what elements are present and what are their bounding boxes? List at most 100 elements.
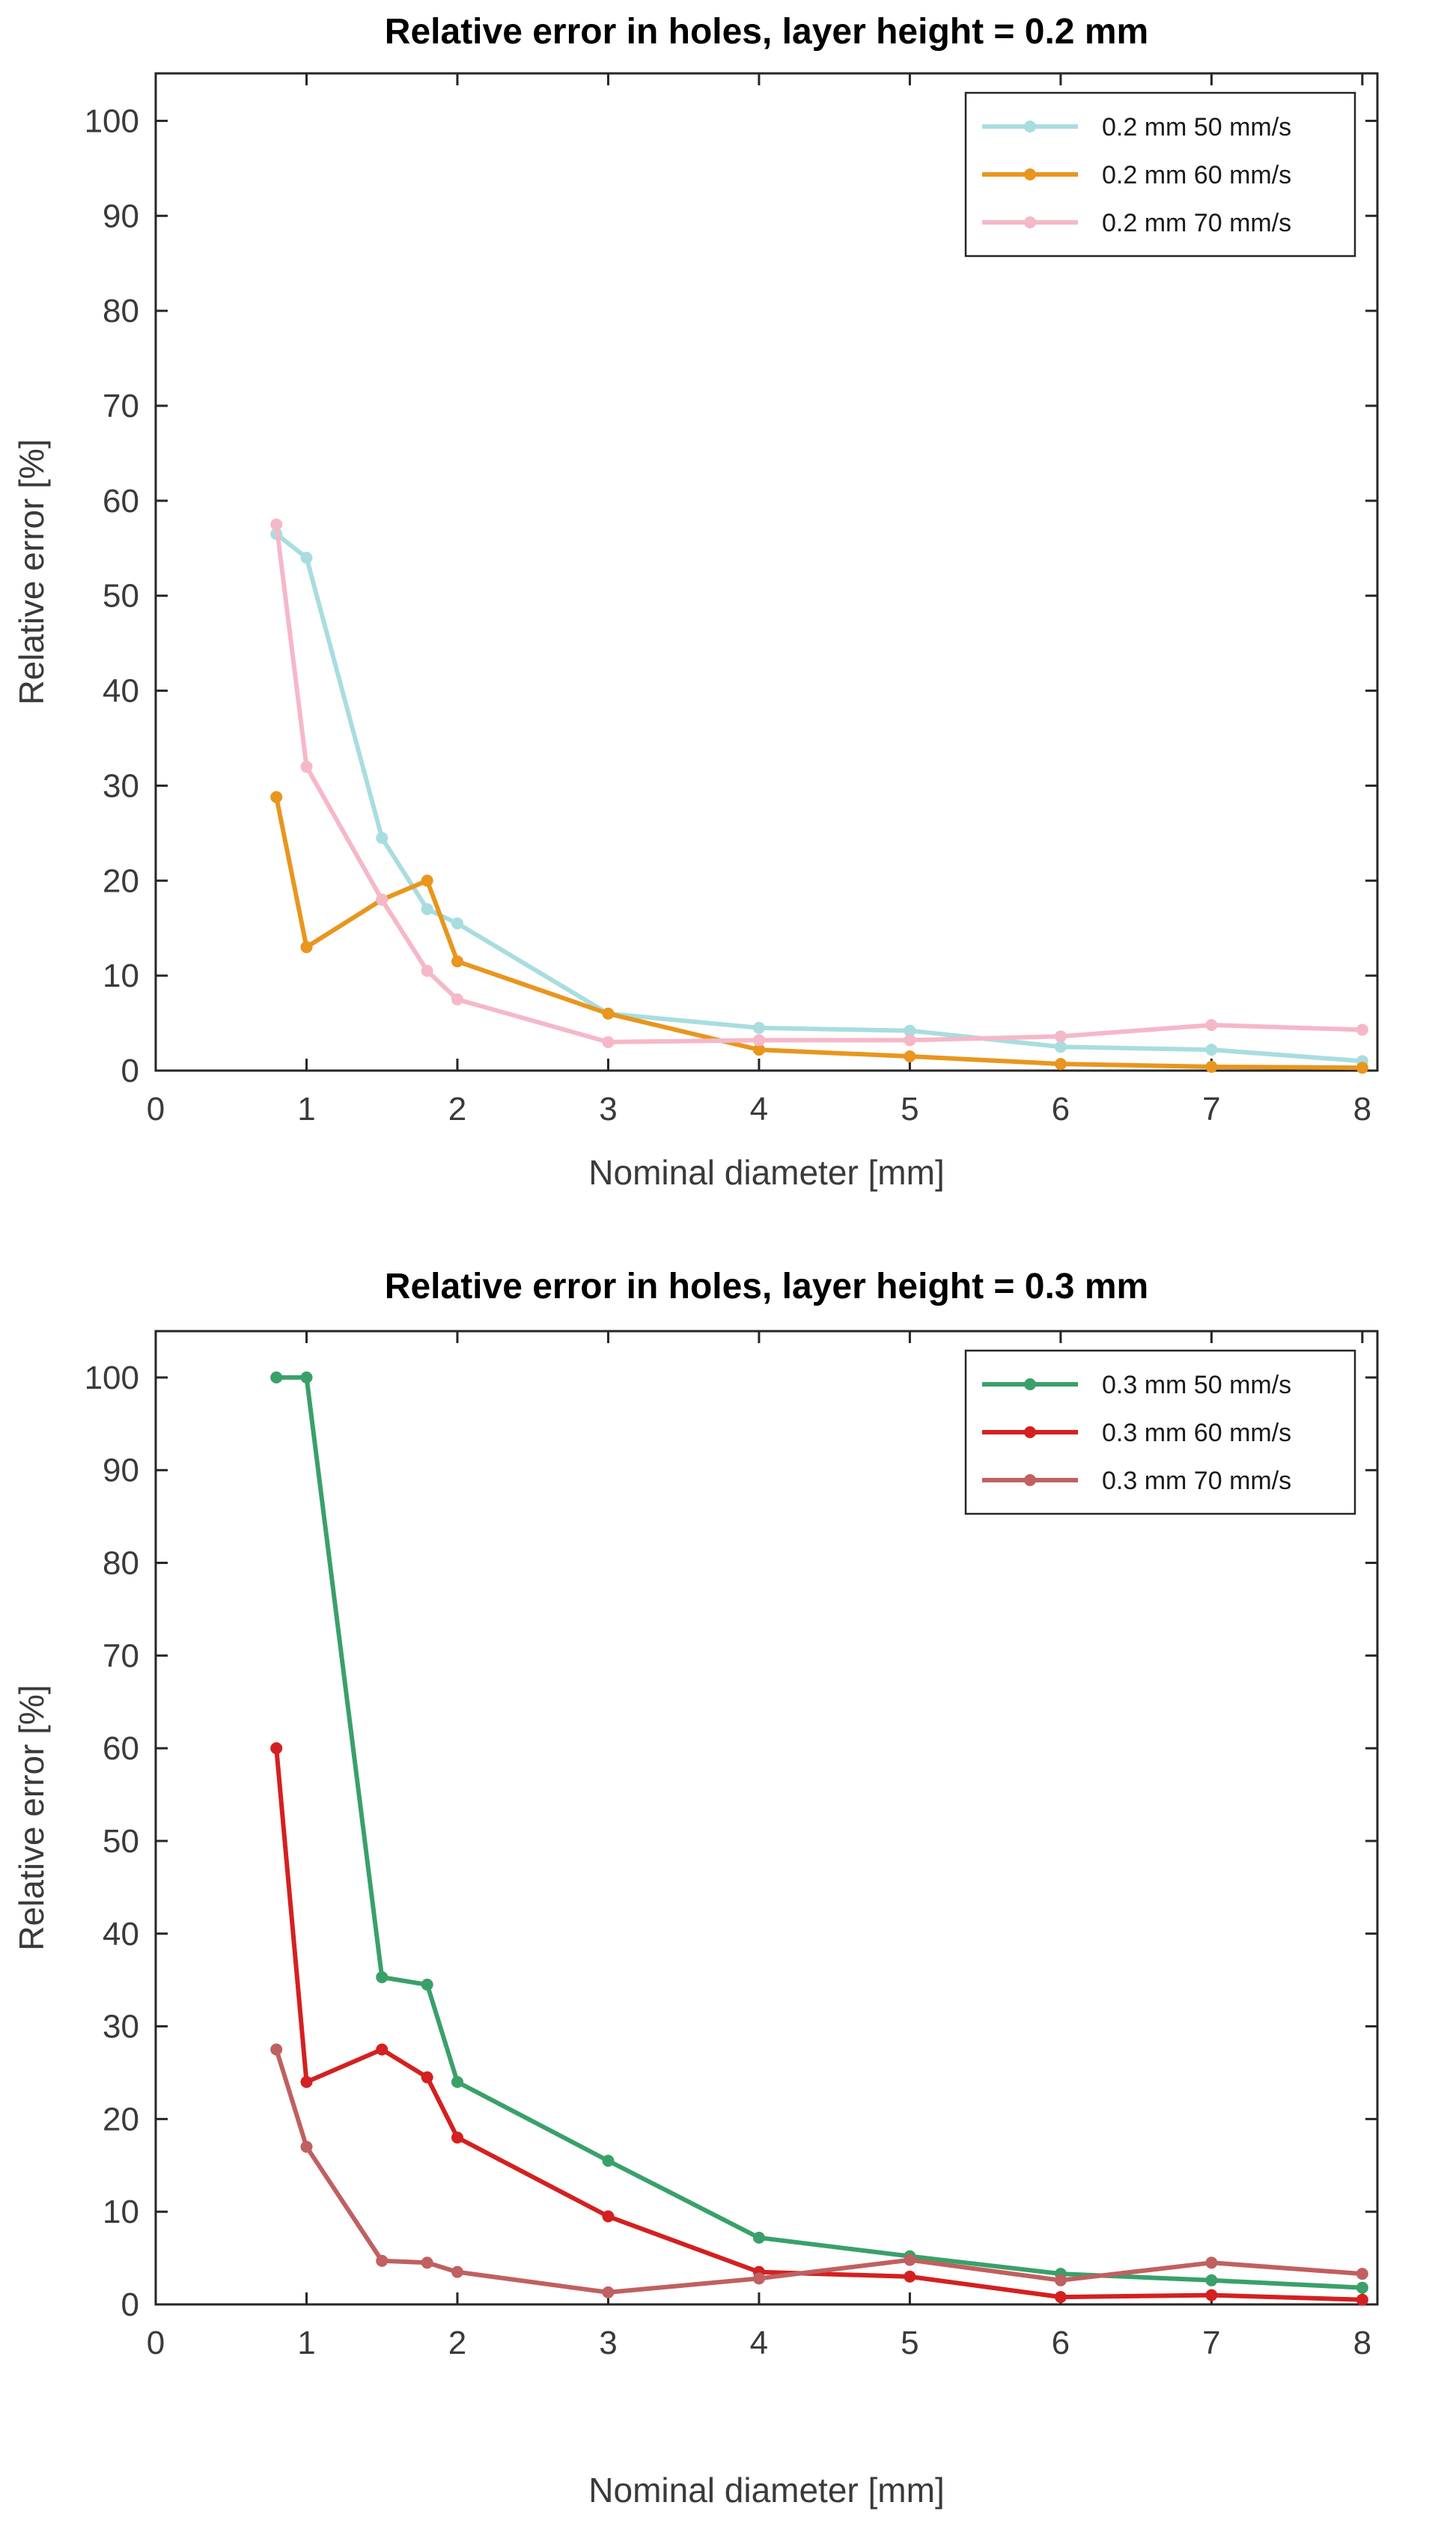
x-tick-label: 4 [750,2325,768,2361]
x-tick-label: 6 [1052,2325,1070,2361]
legend-swatch-marker [1024,1426,1036,1438]
y-tick-label: 100 [85,103,139,139]
y-tick-label: 60 [103,483,139,520]
data-point [1356,2281,1368,2294]
legend-swatch-marker [1024,216,1036,228]
data-point [904,2270,916,2283]
chart-title: Relative error in holes, layer height = … [385,1267,1148,1306]
data-point [300,2140,313,2153]
legend-swatch-marker [1024,168,1036,180]
data-point [451,955,463,968]
x-tick-label: 4 [750,1091,768,1128]
data-point [1205,2274,1218,2286]
data-point [270,791,283,803]
x-tick-label: 3 [599,1091,617,1128]
data-point [270,2043,283,2056]
legend-label: 0.3 mm 60 mm/s [1102,1419,1291,1447]
x-tick-label: 3 [599,2325,617,2361]
data-point [1356,1062,1368,1074]
x-tick-label: 8 [1353,1091,1371,1128]
y-tick-label: 10 [103,2194,139,2230]
data-point [602,1035,615,1048]
x-axis-label: Nominal diameter [mm] [588,1153,944,1192]
data-point [421,964,433,977]
x-axis-label: Nominal diameter [mm] [588,2471,944,2510]
x-tick-label: 8 [1353,2325,1371,2361]
y-tick-label: 70 [103,1637,139,1674]
x-tick-label: 5 [901,2325,919,2361]
data-point [270,518,283,531]
y-tick-label: 50 [103,1823,139,1860]
y-tick-label: 50 [103,578,139,615]
x-tick-label: 1 [297,2325,315,2361]
data-point [451,2075,463,2088]
data-point [752,1034,765,1047]
data-point [1054,1030,1067,1043]
legend-label: 0.2 mm 70 mm/s [1102,209,1291,237]
data-point [1356,2268,1368,2280]
data-point [376,893,389,906]
data-point [1205,1060,1218,1073]
y-tick-label: 70 [103,388,139,424]
y-tick-label: 20 [103,862,139,899]
legend-swatch-marker [1024,121,1036,133]
y-tick-label: 30 [103,767,139,804]
y-tick-label: 40 [103,673,139,710]
data-point [602,2210,615,2223]
data-point [1356,1023,1368,1036]
x-tick-label: 0 [147,2325,165,2361]
data-point [270,1742,283,1755]
y-tick-label: 80 [103,1545,139,1582]
data-point [300,1371,313,1384]
x-tick-label: 2 [448,1091,466,1128]
data-point [300,2075,313,2088]
data-point [1205,1019,1218,1032]
x-tick-label: 6 [1052,1091,1070,1128]
y-tick-label: 90 [103,198,139,234]
legend-label: 0.3 mm 50 mm/s [1102,1371,1291,1399]
y-tick-label: 10 [103,958,139,994]
data-point [1054,2274,1067,2286]
data-point [602,2155,615,2167]
data-point [451,917,463,930]
chart-bottom: Relative error in holes, layer height = … [12,1267,1379,2510]
data-point [752,2272,765,2285]
chart-top: Relative error in holes, layer height = … [12,12,1379,1192]
y-tick-label: 0 [121,2286,139,2323]
data-point [451,2131,463,2144]
data-point [376,2254,389,2267]
y-tick-label: 40 [103,1916,139,1953]
data-point [300,941,313,954]
data-point [300,761,313,773]
y-tick-label: 0 [121,1053,139,1089]
data-point [752,1044,765,1056]
x-tick-label: 5 [901,1091,919,1128]
data-point [1054,1041,1067,1053]
legend-label: 0.3 mm 70 mm/s [1102,1467,1291,1495]
y-tick-label: 30 [103,2009,139,2045]
data-point [1054,2291,1067,2304]
legend-swatch-marker [1024,1474,1036,1486]
data-point [451,2265,463,2278]
x-tick-label: 2 [448,2325,466,2361]
data-point [300,551,313,564]
x-tick-label: 7 [1202,1091,1220,1128]
data-point [1054,1058,1067,1071]
data-point [752,1021,765,1034]
y-tick-label: 90 [103,1452,139,1489]
data-point [421,903,433,916]
data-point [1205,2256,1218,2269]
y-axis-label: Relative error [%] [12,439,51,705]
chart-title: Relative error in holes, layer height = … [385,12,1148,52]
data-point [904,2254,916,2266]
data-point [602,2286,615,2298]
data-point [752,2231,765,2244]
data-point [602,1007,615,1020]
data-point [904,1024,916,1037]
data-point [421,2256,433,2269]
data-point [270,1371,283,1384]
data-point [1205,2289,1218,2301]
y-tick-label: 20 [103,2101,139,2137]
data-point [421,2071,433,2084]
